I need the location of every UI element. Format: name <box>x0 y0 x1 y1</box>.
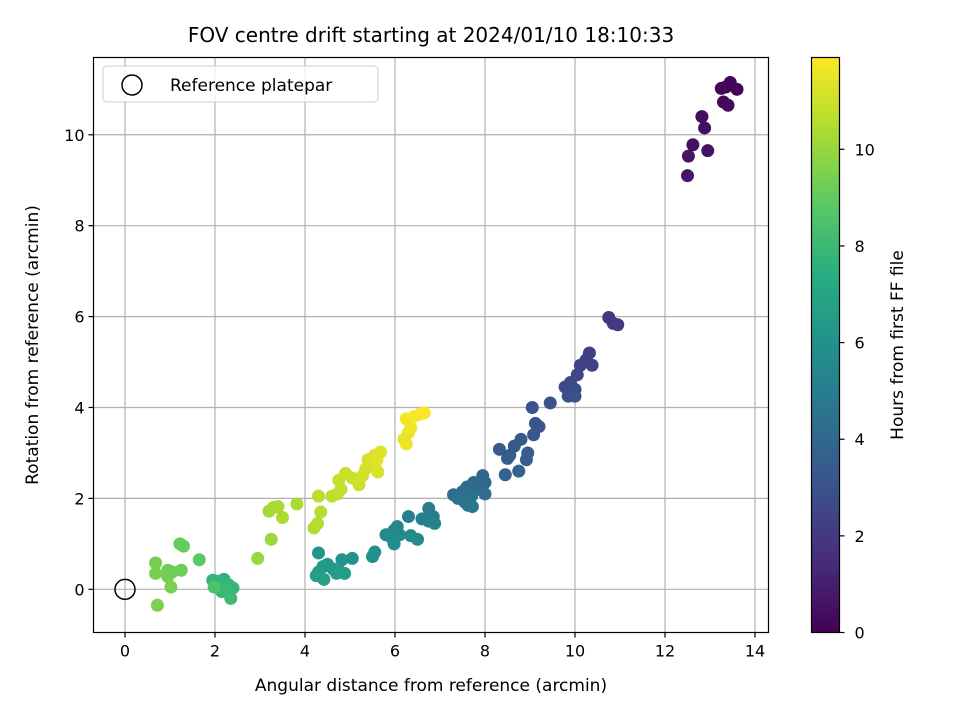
y-tick-label: 2 <box>74 489 84 508</box>
data-point <box>411 532 424 546</box>
colorbar <box>810 56 841 634</box>
data-point <box>312 546 325 560</box>
data-point <box>371 465 385 479</box>
colorbar-tick-label: 8 <box>855 237 865 256</box>
data-point <box>271 500 285 514</box>
data-point <box>366 550 379 564</box>
data-point <box>149 566 163 580</box>
x-tick-label: 10 <box>565 642 585 661</box>
data-point <box>686 138 700 152</box>
y-tick-label: 4 <box>74 399 84 418</box>
data-point <box>519 453 533 467</box>
colorbar-tick-label: 0 <box>855 624 865 643</box>
data-point <box>585 358 599 372</box>
data-point <box>501 451 514 465</box>
data-point <box>150 598 164 612</box>
legend-marker-reference <box>121 74 143 96</box>
colorbar-tick-label: 10 <box>855 140 875 159</box>
data-point <box>251 551 265 565</box>
colorbar-label: Hours from first FF file <box>888 250 908 440</box>
chart-title: FOV centre drift starting at 2024/01/10 … <box>188 23 674 47</box>
data-point <box>164 580 178 594</box>
data-point <box>290 497 304 511</box>
x-tick-label: 0 <box>120 642 130 661</box>
data-point <box>465 500 479 514</box>
y-tick-label: 6 <box>74 308 84 327</box>
x-tick-label: 12 <box>655 642 675 661</box>
data-point <box>317 572 331 586</box>
x-axis-ticks: 0 2 4 6 8 10 12 14 <box>120 632 765 661</box>
data-point <box>224 591 238 605</box>
data-point <box>149 556 163 570</box>
x-tick-label: 2 <box>210 642 220 661</box>
grid-lines <box>93 57 769 633</box>
data-point <box>399 437 413 451</box>
data-point <box>730 82 744 96</box>
data-point <box>330 566 343 580</box>
y-tick-label: 10 <box>64 126 84 145</box>
y-axis-ticks: 0 2 4 6 8 10 <box>64 126 94 599</box>
data-points <box>149 76 744 612</box>
colorbar-tick-label: 4 <box>855 430 865 449</box>
data-point <box>681 169 694 183</box>
data-point <box>387 537 401 551</box>
legend-box <box>102 65 379 103</box>
data-point <box>701 144 715 158</box>
data-point <box>512 464 526 478</box>
legend-entry-reference: Reference platepar <box>170 76 332 96</box>
x-tick-label: 6 <box>390 642 400 661</box>
data-point <box>312 489 325 503</box>
legend: Reference platepar <box>102 65 379 103</box>
data-point <box>478 487 492 501</box>
y-axis-label: Rotation from reference (arcmin) <box>23 205 43 485</box>
data-point <box>492 442 506 456</box>
data-point <box>161 570 175 584</box>
data-point <box>311 516 325 530</box>
data-point <box>568 389 582 403</box>
data-point <box>498 468 512 482</box>
data-point <box>695 110 709 124</box>
data-point <box>543 396 557 410</box>
colorbar-tick-label: 2 <box>855 527 865 546</box>
data-point <box>714 81 728 95</box>
data-point <box>345 551 359 565</box>
colorbar-tick-label: 6 <box>855 334 865 353</box>
x-tick-label: 14 <box>745 642 765 661</box>
plot-frame <box>92 56 770 634</box>
data-point <box>417 406 431 420</box>
x-tick-label: 8 <box>480 642 490 661</box>
colorbar-ticks: 0 2 4 6 8 10 <box>839 140 875 643</box>
x-axis-label: Angular distance from reference (arcmin) <box>255 676 607 696</box>
data-point <box>698 121 712 135</box>
data-point <box>276 511 289 524</box>
data-point <box>370 453 384 467</box>
data-point <box>611 318 625 332</box>
data-point <box>264 532 278 546</box>
y-tick-label: 0 <box>74 580 84 599</box>
data-point <box>527 428 541 442</box>
data-point <box>207 580 221 594</box>
x-tick-label: 4 <box>300 642 310 661</box>
data-point <box>335 553 349 567</box>
data-point <box>681 149 695 163</box>
data-point <box>192 553 206 567</box>
reference-platepar-marker <box>114 578 136 601</box>
data-point <box>721 98 735 112</box>
data-point <box>314 505 328 519</box>
data-point <box>177 539 190 553</box>
data-point <box>402 510 415 524</box>
data-point <box>428 516 442 530</box>
y-tick-label: 8 <box>74 217 84 236</box>
data-point <box>525 401 539 414</box>
